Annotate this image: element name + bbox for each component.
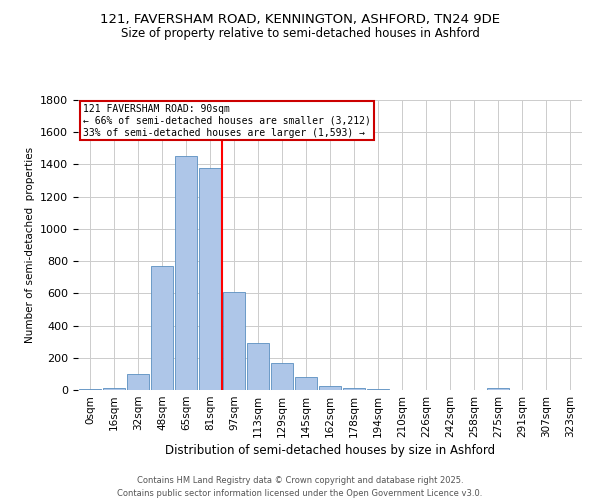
Y-axis label: Number of semi-detached  properties: Number of semi-detached properties <box>25 147 35 343</box>
Text: 121, FAVERSHAM ROAD, KENNINGTON, ASHFORD, TN24 9DE: 121, FAVERSHAM ROAD, KENNINGTON, ASHFORD… <box>100 12 500 26</box>
Bar <box>223 292 245 390</box>
Bar <box>247 344 269 390</box>
Bar <box>199 168 221 390</box>
Text: Size of property relative to semi-detached houses in Ashford: Size of property relative to semi-detach… <box>121 28 479 40</box>
Bar <box>487 388 509 390</box>
Bar <box>103 388 125 390</box>
X-axis label: Distribution of semi-detached houses by size in Ashford: Distribution of semi-detached houses by … <box>165 444 495 457</box>
Text: Contains HM Land Registry data © Crown copyright and database right 2025.
Contai: Contains HM Land Registry data © Crown c… <box>118 476 482 498</box>
Bar <box>271 362 293 390</box>
Bar <box>127 374 149 390</box>
Bar <box>151 266 173 390</box>
Bar <box>367 389 389 390</box>
Text: 121 FAVERSHAM ROAD: 90sqm
← 66% of semi-detached houses are smaller (3,212)
33% : 121 FAVERSHAM ROAD: 90sqm ← 66% of semi-… <box>83 104 371 138</box>
Bar <box>79 389 101 390</box>
Bar <box>343 388 365 390</box>
Bar <box>319 386 341 390</box>
Bar <box>295 377 317 390</box>
Bar <box>175 156 197 390</box>
